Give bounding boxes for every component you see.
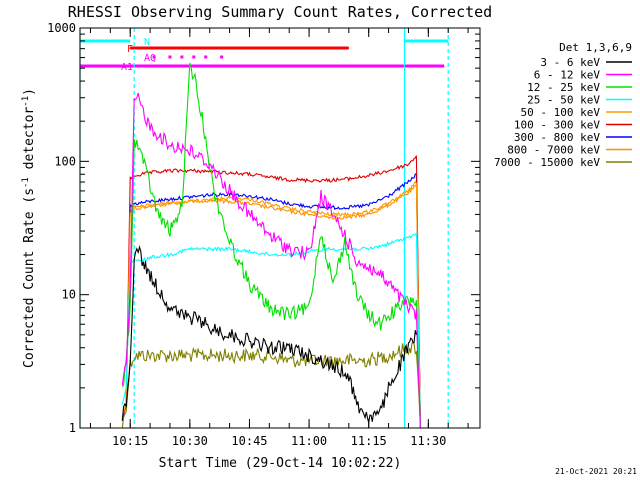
x-tick-label-4: 11:15 [351,434,387,448]
legend-label-3: 25 - 50 keV [527,94,600,107]
flag-bar-aq-dot-0 [152,55,156,59]
flag-bar-aq-dot-3 [192,55,196,59]
y-axis-label-mid: detector [22,107,37,178]
y-axis-label-main: Corrected Count Rate (s [22,188,37,368]
legend-label-5: 100 - 300 keV [514,119,600,132]
y-tick-label-3: 1000 [47,21,76,35]
flag-bar-aq-dot-1 [168,55,172,59]
flag-bar-aq-dot-2 [180,55,184,59]
series-line-3 [121,233,421,429]
series-line-4 [121,180,421,429]
series-line-2 [121,62,421,429]
y-axis-label-end: ) [22,88,37,96]
legend-label-0: 3 - 6 keV [540,56,600,69]
legend-label-8: 7000 - 15000 keV [494,156,600,169]
flag-label-n: N [144,37,150,48]
legend-title: Det 1,3,6,9 [559,41,632,54]
y-axis-label: Corrected Count Rate (s-1 detector-1) [21,88,37,368]
flag-bars: NF AQ A1 [80,37,449,73]
flag-label-f: F [127,44,133,55]
series-line-1 [121,92,421,429]
flag-label-aq: AQ [144,53,156,64]
flag-label-a1: A1 [121,62,133,73]
flag-bar-aq-dot-4 [204,55,208,59]
series-line-8 [121,341,421,429]
y-axis-label-sup2: -1 [21,96,31,107]
y-tick-label-0: 1 [69,421,76,435]
x-tick-label-3: 11:00 [291,434,327,448]
x-tick-label-0: 10:15 [112,434,148,448]
series-lines [121,62,421,429]
series-line-6 [121,173,421,429]
x-tick-label-5: 11:30 [410,434,446,448]
legend-label-1: 6 - 12 keV [534,69,601,82]
footer-date-stamp: 21-Oct-2021 20:21 [555,467,637,476]
x-tick-label-1: 10:30 [172,434,208,448]
y-tick-label-1: 10 [62,288,76,302]
legend-label-2: 12 - 25 keV [527,81,600,94]
x-axis-label: Start Time (29-Oct-14 10:02:22) [159,456,402,471]
x-tick-label-2: 10:45 [231,434,267,448]
legend-label-7: 800 - 7000 keV [507,144,600,157]
legend-label-4: 50 - 100 keV [521,106,601,119]
y-tick-label-2: 100 [54,154,76,168]
y-axis-label-sup1: -1 [21,177,31,188]
axes: 1 10 100 1000 10:15 10:30 10:45 11:00 11:15 11:30 [47,21,481,448]
flag-bar-aq-dot-5 [220,55,224,59]
plot-frame [79,27,481,429]
series-line-5 [121,155,421,429]
legend-label-6: 300 - 800 keV [514,131,600,144]
chart-title: RHESSI Observing Summary Count Rates, Co… [68,3,492,21]
